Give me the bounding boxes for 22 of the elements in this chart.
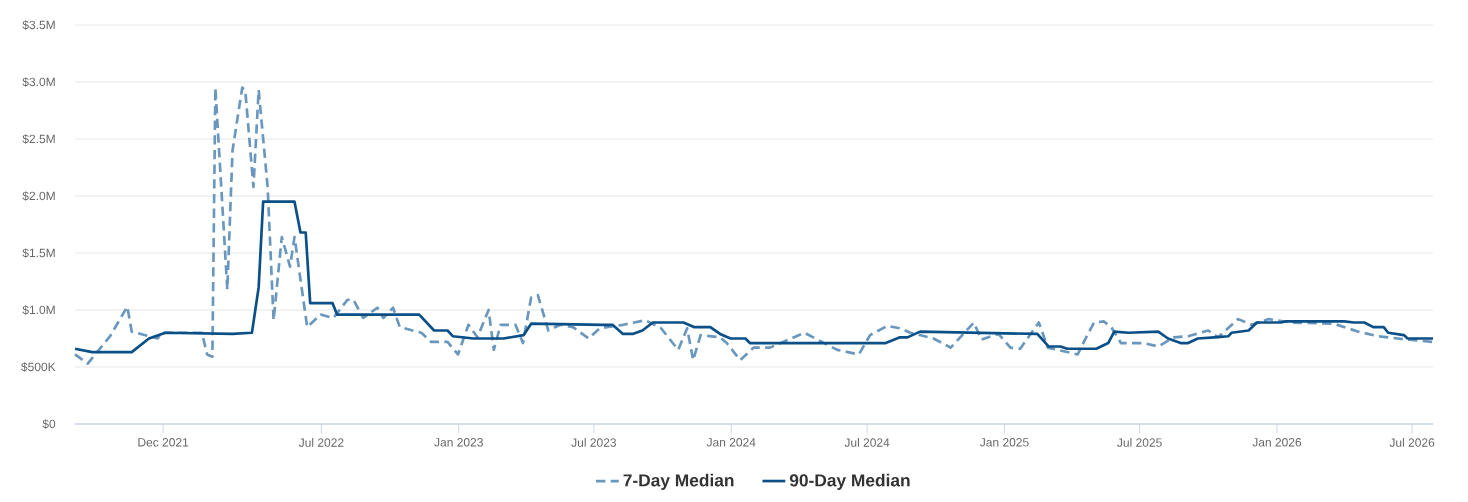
x-tick-label: Jan 2026 xyxy=(1252,438,1302,447)
line-series xyxy=(73,200,1435,354)
x-tick-label: Jan 2024 xyxy=(706,438,756,447)
x-tick-label: Dec 2021 xyxy=(138,438,189,447)
y-tick-label: $1.5M xyxy=(22,248,55,258)
y-tick-label: $1.0M xyxy=(22,305,55,315)
x-tick-label: Jan 2025 xyxy=(979,438,1029,447)
legend-label: 7-Day Median xyxy=(623,473,734,490)
line-series xyxy=(73,86,1435,365)
x-tick-label: Jul 2026 xyxy=(1389,438,1435,447)
legend-label: 90-Day Median xyxy=(789,473,910,490)
y-tick-label: $500K xyxy=(21,362,56,372)
x-tick-label: Jul 2024 xyxy=(844,438,890,447)
y-tick-label: $2.0M xyxy=(22,191,55,201)
y-tick-label: $2.5M xyxy=(22,134,55,144)
x-tick-label: Jul 2022 xyxy=(298,438,344,447)
x-tick-label: Jul 2025 xyxy=(1117,438,1162,447)
x-tick-label: Jan 2023 xyxy=(434,438,483,447)
y-tick-label: $0 xyxy=(42,419,56,429)
x-tick-label: Jul 2023 xyxy=(571,438,617,447)
y-tick-label: $3.0M xyxy=(22,77,55,87)
y-tick-label: $3.5M xyxy=(22,20,55,30)
